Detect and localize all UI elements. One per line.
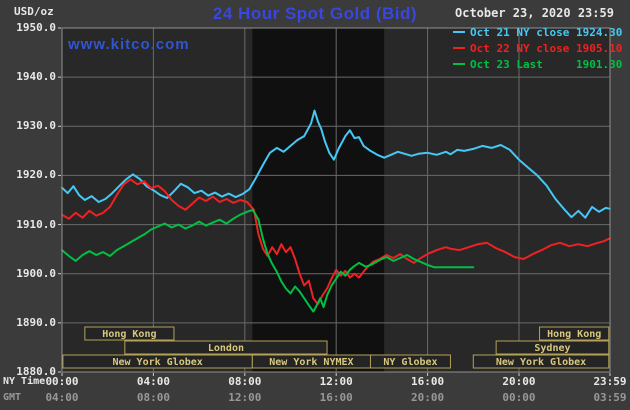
- session-box: [369, 354, 451, 369]
- session-label: Sydney: [534, 343, 570, 354]
- chart-title: 24 Hour Spot Gold (Bid): [212, 4, 418, 23]
- plot-frame: [61, 27, 611, 373]
- y-tick-label: 1930.0: [16, 119, 56, 133]
- x-tick-label-ny: 00:00: [45, 375, 79, 388]
- series-color-marker: [453, 63, 465, 65]
- x-tick-label-gmt: 08:00: [136, 391, 170, 404]
- legend-item-oct21: Oct 21 NY close 1924.30: [453, 24, 622, 40]
- y-tick-label: 1880.0: [16, 365, 56, 378]
- session-box: [495, 340, 610, 355]
- x-axis-gmt-label: GMT: [3, 392, 22, 403]
- x-tick-label-gmt: 20:00: [411, 391, 445, 404]
- y-axis-unit-label: USD/oz: [14, 5, 54, 18]
- x-tick-label-gmt: 04:00: [45, 391, 79, 404]
- x-tick-label-ny: 12:00: [319, 375, 353, 388]
- x-tick-label-gmt: 12:00: [228, 391, 262, 404]
- legend-label: Oct 22 NY close 1905.10: [470, 41, 623, 55]
- session-label: New York Globex: [112, 357, 202, 368]
- session-box: [84, 326, 175, 341]
- x-tick-label-ny: 16:00: [411, 375, 445, 388]
- datetime-label: October 23, 2020 23:59: [455, 6, 614, 20]
- y-tick-label: 1910.0: [16, 217, 56, 231]
- x-tick-label-ny: 08:00: [228, 375, 262, 388]
- x-tick-label-gmt: 16:00: [319, 391, 353, 404]
- price-line-oct-23: [61, 208, 475, 313]
- x-tick-label-ny: 04:00: [136, 375, 170, 388]
- price-line-oct-22: [61, 178, 611, 306]
- x-tick-label-gmt: 03:59: [593, 391, 627, 404]
- session-label: Hong Kong: [102, 329, 156, 340]
- kitco-link[interactable]: www.kitco.com: [68, 36, 190, 53]
- x-tick-label-ny: 20:00: [502, 375, 536, 388]
- legend: Oct 21 NY close 1924.30 Oct 22 NY close …: [453, 24, 622, 72]
- session-label: Hong Kong: [547, 329, 601, 340]
- legend-label: Oct 21 NY close 1924.30: [470, 25, 623, 39]
- series-color-marker: [453, 31, 465, 33]
- y-tick-label: 1900.0: [16, 266, 56, 280]
- series-color-marker: [453, 47, 465, 49]
- session-box: [472, 354, 610, 369]
- session-label: New York Globex: [496, 357, 586, 368]
- x-tick-label-ny: 23:59: [593, 375, 627, 388]
- x-tick-label-gmt: 00:00: [502, 391, 536, 404]
- session-box: [124, 340, 328, 355]
- session-label: NY Globex: [383, 357, 437, 368]
- nymex-hours-band: [252, 28, 385, 372]
- y-tick-label: 1890.0: [16, 315, 56, 329]
- y-tick-label: 1940.0: [16, 70, 56, 84]
- legend-item-oct23: Oct 23 Last 1901.30: [453, 56, 622, 72]
- y-tick-label: 1920.0: [16, 168, 56, 182]
- legend-item-oct22: Oct 22 NY close 1905.10: [453, 40, 622, 56]
- y-tick-label: 1950.0: [16, 21, 56, 34]
- x-axis-ny-time-label: NY Time: [3, 376, 46, 387]
- session-box: [539, 326, 610, 341]
- session-label: London: [208, 343, 244, 354]
- session-label: New York NYMEX: [269, 357, 353, 368]
- legend-label: Oct 23 Last 1901.30: [470, 57, 623, 71]
